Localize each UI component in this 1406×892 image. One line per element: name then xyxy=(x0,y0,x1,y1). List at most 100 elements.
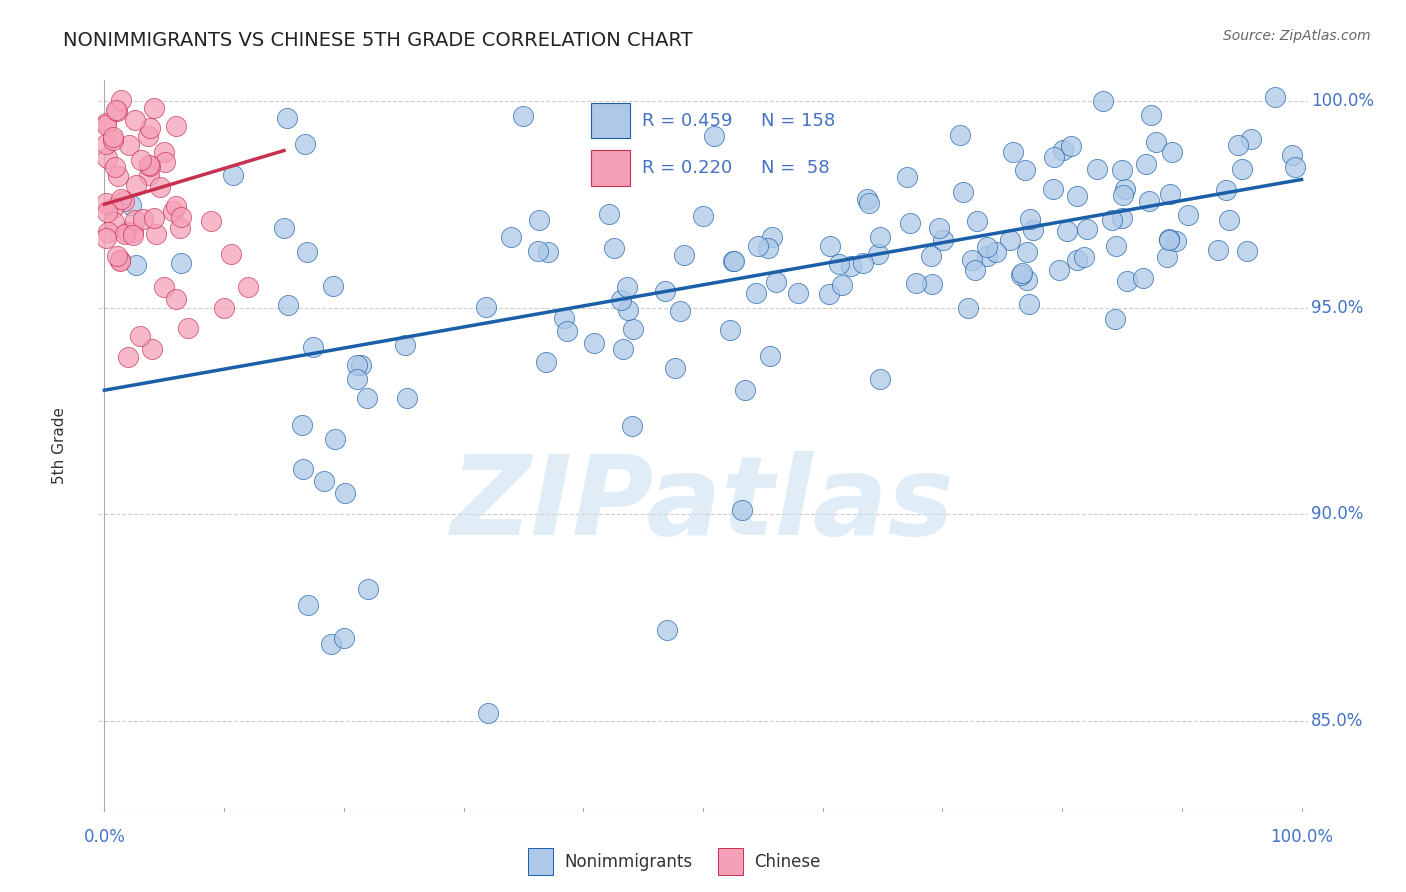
Point xyxy=(1160,145,1182,160)
Point xyxy=(869,230,891,244)
Point xyxy=(165,199,187,213)
Point xyxy=(101,133,124,147)
Point xyxy=(1139,107,1161,121)
Point xyxy=(621,419,644,434)
Text: ZIPatlas: ZIPatlas xyxy=(451,451,955,558)
Point xyxy=(302,340,325,354)
Point xyxy=(346,371,368,385)
Point xyxy=(1066,253,1088,268)
Point xyxy=(1014,163,1036,178)
Point xyxy=(703,129,725,144)
Point xyxy=(1101,212,1123,227)
Point xyxy=(94,136,117,151)
Point xyxy=(323,432,346,446)
Point xyxy=(869,371,891,385)
Text: Source: ZipAtlas.com: Source: ZipAtlas.com xyxy=(1223,29,1371,43)
Point xyxy=(1115,274,1137,288)
Point xyxy=(1111,163,1133,178)
Point xyxy=(616,302,638,317)
Text: 85.0%: 85.0% xyxy=(1312,712,1364,730)
Point xyxy=(103,215,125,229)
Point xyxy=(1159,233,1181,247)
Point xyxy=(1144,135,1167,149)
Point xyxy=(153,155,176,169)
Point xyxy=(1284,160,1306,174)
Point xyxy=(527,212,550,227)
Point xyxy=(831,278,853,293)
Point xyxy=(177,321,200,335)
Text: 0.0%: 0.0% xyxy=(83,829,125,847)
Point xyxy=(664,361,686,376)
Point xyxy=(112,194,135,208)
Point xyxy=(1166,234,1188,248)
Point xyxy=(962,253,984,268)
Point xyxy=(957,301,980,315)
Point xyxy=(94,196,117,211)
Point xyxy=(117,350,139,364)
Point xyxy=(105,103,128,117)
Point xyxy=(295,244,318,259)
Point xyxy=(322,279,344,293)
Point xyxy=(145,227,167,242)
Point xyxy=(108,252,131,267)
Point xyxy=(1010,268,1032,283)
Point xyxy=(136,128,159,143)
Point xyxy=(718,323,741,337)
Point xyxy=(142,101,165,115)
Text: 5th Grade: 5th Grade xyxy=(52,408,67,484)
Point xyxy=(212,301,235,315)
Point xyxy=(723,254,745,268)
Point xyxy=(125,178,148,193)
Point xyxy=(828,256,851,270)
Point xyxy=(1281,148,1303,162)
Point xyxy=(153,145,176,160)
Point xyxy=(1015,273,1038,287)
Point xyxy=(124,113,146,128)
Point xyxy=(138,121,160,136)
Point xyxy=(108,254,131,268)
Point xyxy=(110,93,132,107)
Point xyxy=(292,462,315,476)
Point xyxy=(949,128,972,142)
Point xyxy=(396,391,419,405)
Point xyxy=(96,205,118,219)
Point xyxy=(898,216,921,230)
Point xyxy=(1157,232,1180,246)
Point xyxy=(477,706,499,720)
Point xyxy=(896,170,918,185)
Point xyxy=(1208,243,1230,257)
Point xyxy=(350,358,373,372)
Point xyxy=(170,256,193,270)
Point xyxy=(294,136,316,151)
Point xyxy=(858,195,880,210)
Point xyxy=(655,623,678,637)
Point xyxy=(928,220,950,235)
Point xyxy=(312,474,335,488)
Point xyxy=(276,111,298,125)
Point xyxy=(1264,90,1286,104)
Point xyxy=(356,392,378,406)
Point xyxy=(963,263,986,277)
Point xyxy=(1073,250,1095,264)
Point xyxy=(129,153,152,168)
Point xyxy=(1076,221,1098,235)
Point xyxy=(141,342,163,356)
Point xyxy=(129,329,152,343)
Point xyxy=(125,258,148,272)
Point xyxy=(984,245,1007,260)
Point xyxy=(1132,270,1154,285)
Point xyxy=(1105,239,1128,253)
Point xyxy=(1239,132,1261,146)
Point xyxy=(162,204,184,219)
Point xyxy=(114,227,136,241)
Point xyxy=(138,158,160,172)
Point xyxy=(1177,208,1199,222)
Point xyxy=(1042,182,1064,196)
Point xyxy=(335,486,357,500)
Point xyxy=(96,152,118,166)
Point xyxy=(1043,150,1066,164)
Point xyxy=(499,230,522,244)
Point xyxy=(1047,263,1070,277)
Point xyxy=(856,193,879,207)
Point xyxy=(474,300,496,314)
